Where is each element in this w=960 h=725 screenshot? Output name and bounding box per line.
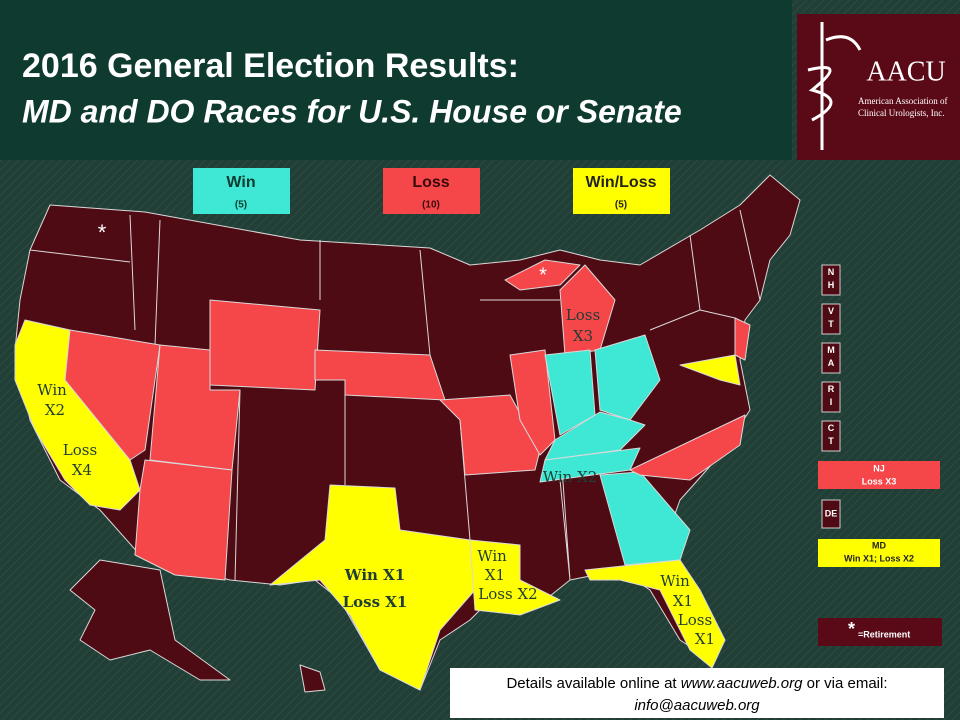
- logo-name: AACU: [866, 56, 945, 87]
- md-box: [818, 539, 940, 567]
- nj-result: Loss X3: [862, 476, 897, 486]
- map-label: Loss X1: [343, 593, 408, 611]
- logo-emblem: [807, 22, 862, 150]
- map-label: Loss X2: [478, 585, 537, 603]
- state-box: [821, 381, 841, 413]
- map-label: X1: [485, 566, 505, 584]
- retirement-marker: *: [539, 264, 547, 286]
- de-state: DE: [825, 508, 838, 518]
- state-md: [679, 354, 741, 386]
- retirement-box: [818, 618, 942, 646]
- state-mi-up: [504, 259, 581, 291]
- legend-label: Loss: [412, 174, 449, 191]
- map-label: Loss: [63, 441, 97, 459]
- state-mo: [439, 394, 541, 476]
- state-borders: [29, 209, 761, 581]
- legend-label: Win/Loss: [586, 174, 657, 191]
- state-fl: [584, 559, 726, 669]
- footer-website[interactable]: www.aacuweb.org: [681, 675, 803, 692]
- footer-email[interactable]: info@aacuweb.org: [634, 697, 760, 714]
- legend-count: (5): [235, 200, 247, 211]
- header-band: [0, 0, 792, 160]
- md-state: MD: [872, 540, 886, 550]
- state-box: [821, 264, 841, 296]
- legend-swatch: [193, 168, 290, 214]
- legend-swatch: [573, 168, 670, 214]
- state-ak: [69, 559, 231, 681]
- footer-text: or via email:: [802, 675, 887, 692]
- map-label: Win: [660, 572, 690, 590]
- state-hi: [299, 664, 326, 693]
- logo-box: [797, 14, 960, 160]
- state-box: [821, 303, 841, 335]
- nj-state: NJ: [873, 463, 885, 473]
- state-az: [134, 459, 233, 581]
- footer-box: [450, 668, 944, 718]
- legend-count: (5): [615, 200, 627, 211]
- map-label: Win: [477, 547, 507, 565]
- de-box: [821, 499, 841, 529]
- map-label: X1: [673, 592, 693, 610]
- footer-text: Details available online at: [506, 675, 680, 692]
- state-wy: [209, 299, 321, 391]
- state-mi: [559, 264, 616, 356]
- md-result: Win X1; Loss X2: [844, 553, 914, 563]
- state-nj: [734, 317, 751, 361]
- state-nv: [64, 329, 161, 461]
- map-label: Win: [37, 381, 67, 399]
- map-label: Loss: [678, 611, 712, 629]
- state-ga: [599, 471, 691, 566]
- legend-count: (10): [422, 200, 440, 211]
- map-label: X3: [573, 327, 593, 345]
- logo-subtitle: American Association of: [858, 96, 947, 106]
- title-line2: MD and DO Races for U.S. House or Senate: [22, 93, 682, 129]
- retirement-text: =Retirement: [858, 629, 910, 639]
- state-ne: [314, 349, 446, 401]
- nj-box: [818, 461, 940, 489]
- map-label: X1: [695, 630, 715, 648]
- state-il: [509, 349, 556, 456]
- map-label: X4: [72, 461, 92, 479]
- retirement-marker: *: [98, 220, 107, 245]
- us-map: * * Loss X3 Win X2 Loss X4 Win X2 Win X1…: [14, 174, 801, 693]
- title-line1: 2016 General Election Results:: [22, 47, 519, 85]
- legend-label: Win: [226, 174, 255, 191]
- state-tx: [269, 484, 476, 691]
- state-nc: [629, 414, 746, 481]
- state-box: [821, 420, 841, 452]
- map-label: X2: [45, 401, 65, 419]
- sidebar: NJ Loss X3 DE MD Win X1; Loss X2 * =Reti…: [818, 264, 942, 646]
- legend-swatch: [383, 168, 480, 214]
- map-label: Win X1: [344, 566, 405, 584]
- map-label: Win X2: [543, 468, 598, 486]
- state-oh: [594, 334, 661, 421]
- map-label: Loss: [566, 306, 600, 324]
- legend: Win (5) Loss (10) Win/Loss (5): [193, 168, 670, 214]
- state-la: [469, 539, 561, 616]
- retirement-symbol: *: [848, 619, 855, 639]
- footer-line1: Details available online at www.aacuweb.…: [506, 675, 887, 692]
- logo-subtitle: Clinical Urologists, Inc.: [858, 108, 945, 118]
- state-box: [821, 342, 841, 374]
